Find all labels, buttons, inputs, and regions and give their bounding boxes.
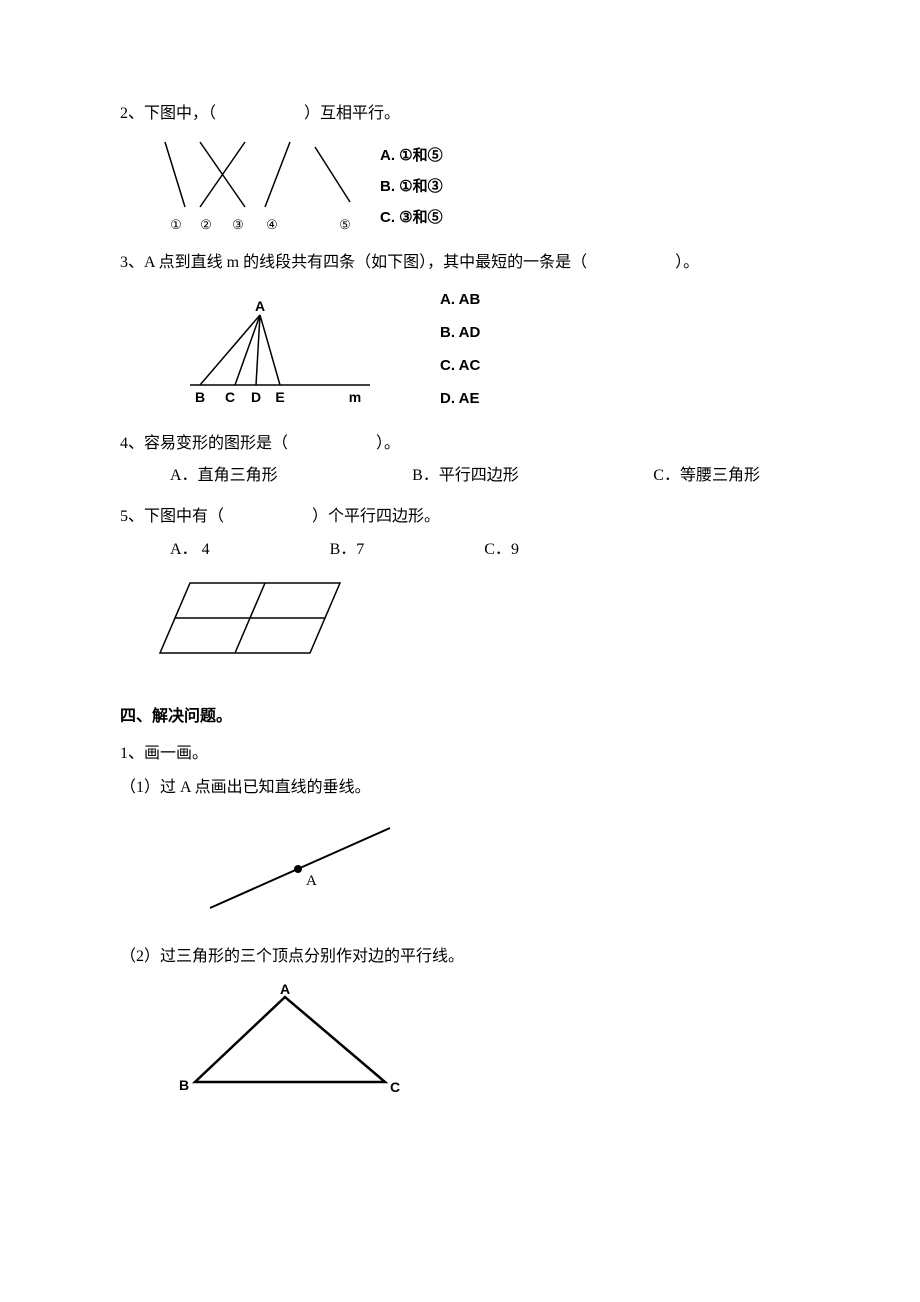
q3-stem: 3、A 点到直线 m 的线段共有四条（如下图），其中最短的一条是（ ）。	[120, 249, 800, 278]
q2-label-5: ⑤	[339, 217, 351, 232]
q3-option-d: D. AE	[440, 385, 480, 412]
triangle-figure: A B C	[170, 982, 410, 1102]
q4-blank	[292, 430, 372, 459]
q4-stem: 4、容易变形的图形是（ ）。	[120, 430, 800, 459]
q3-figure: A B C D E m	[180, 297, 380, 407]
q5-parallelogram-figure	[150, 573, 350, 663]
s4-q1-stem: 1、画一画。	[120, 740, 800, 769]
perpendicular-figure: A	[190, 813, 410, 923]
q2-figure-row: ① ② ③ ④ ⑤ A. ①和⑤ B. ①和③ C. ③和⑤	[150, 137, 800, 237]
q2-option-a: A. ①和⑤	[380, 142, 443, 169]
q5-option-b: B．7	[330, 536, 365, 565]
q3-blank	[591, 249, 671, 278]
q3-stem-post: ）。	[675, 254, 699, 271]
q3-figure-row: A B C D E m A. AB B. AD C. AC D. AE	[180, 286, 800, 418]
q2-stem-post: ）互相平行。	[304, 105, 400, 122]
q5-options: A． 4 B．7 C．9	[170, 536, 800, 565]
q3-option-b: B. AD	[440, 319, 480, 346]
q3-stem-pre: 3、A 点到直线 m 的线段共有四条（如下图），其中最短的一条是（	[120, 254, 587, 271]
q4-option-c: C．等腰三角形	[653, 462, 760, 491]
q4-option-a: A．直角三角形	[170, 462, 278, 491]
q5-stem-post: ）个平行四边形。	[312, 508, 440, 525]
q2-label-1: ①	[170, 217, 182, 232]
question-2: 2、下图中，（ ）互相平行。 ① ② ③ ④ ⑤ A. ①和⑤ B. ①和③ C…	[120, 100, 800, 237]
q4-options: A．直角三角形 B．平行四边形 C．等腰三角形	[170, 462, 760, 491]
q3-option-c: C. AC	[440, 352, 480, 379]
q5-stem-pre: 5、下图中有（	[120, 508, 224, 525]
q2-lines-figure: ① ② ③ ④ ⑤	[150, 137, 360, 237]
question-3: 3、A 点到直线 m 的线段共有四条（如下图），其中最短的一条是（ ）。 A B…	[120, 249, 800, 418]
q5-stem: 5、下图中有（ ）个平行四边形。	[120, 503, 800, 532]
q3-label-d: D	[251, 389, 261, 405]
s4-q1-sub2: （2）过三角形的三个顶点分别作对边的平行线。	[120, 943, 800, 972]
triangle-label-c: C	[390, 1079, 400, 1095]
s4-q1-sub2-figure: A B C	[170, 982, 800, 1102]
q3-label-m: m	[349, 389, 361, 405]
q3-label-e: E	[275, 389, 284, 405]
q5-blank	[228, 503, 308, 532]
q2-option-b: B. ①和③	[380, 173, 443, 200]
q5-option-c: C．9	[484, 536, 519, 565]
q3-label-a: A	[255, 298, 265, 314]
question-5: 5、下图中有（ ）个平行四边形。 A． 4 B．7 C．9	[120, 503, 800, 663]
section4-q1: 1、画一画。 （1）过 A 点画出已知直线的垂线。 A （2）过三角形的三个顶点…	[120, 740, 800, 1102]
s4-q1-sub1: （1）过 A 点画出已知直线的垂线。	[120, 774, 800, 803]
q2-option-c: C. ③和⑤	[380, 204, 443, 231]
s4-q1-sub1-figure: A	[190, 813, 800, 923]
q2-label-4: ④	[266, 217, 278, 232]
section-4-title: 四、解决问题。	[120, 703, 800, 732]
q5-figure	[150, 573, 800, 663]
q5-option-a: A． 4	[170, 536, 210, 565]
q2-blank	[220, 100, 300, 129]
q4-stem-pre: 4、容易变形的图形是（	[120, 435, 288, 452]
question-4: 4、容易变形的图形是（ ）。 A．直角三角形 B．平行四边形 C．等腰三角形	[120, 430, 800, 492]
q2-stem: 2、下图中，（ ）互相平行。	[120, 100, 800, 129]
point-a-label: A	[306, 873, 317, 889]
triangle-label-b: B	[179, 1077, 189, 1093]
q2-label-2: ②	[200, 217, 212, 232]
q2-stem-pre: 2、下图中，（	[120, 105, 216, 122]
q2-options: A. ①和⑤ B. ①和③ C. ③和⑤	[380, 142, 443, 231]
triangle-label-a: A	[280, 982, 290, 997]
q2-label-3: ③	[232, 217, 244, 232]
q3-option-a: A. AB	[440, 286, 480, 313]
q3-label-b: B	[195, 389, 205, 405]
q3-label-c: C	[225, 389, 235, 405]
q4-option-b: B．平行四边形	[412, 462, 519, 491]
q3-options: A. AB B. AD C. AC D. AE	[440, 286, 480, 418]
q4-stem-post: ）。	[376, 435, 400, 452]
